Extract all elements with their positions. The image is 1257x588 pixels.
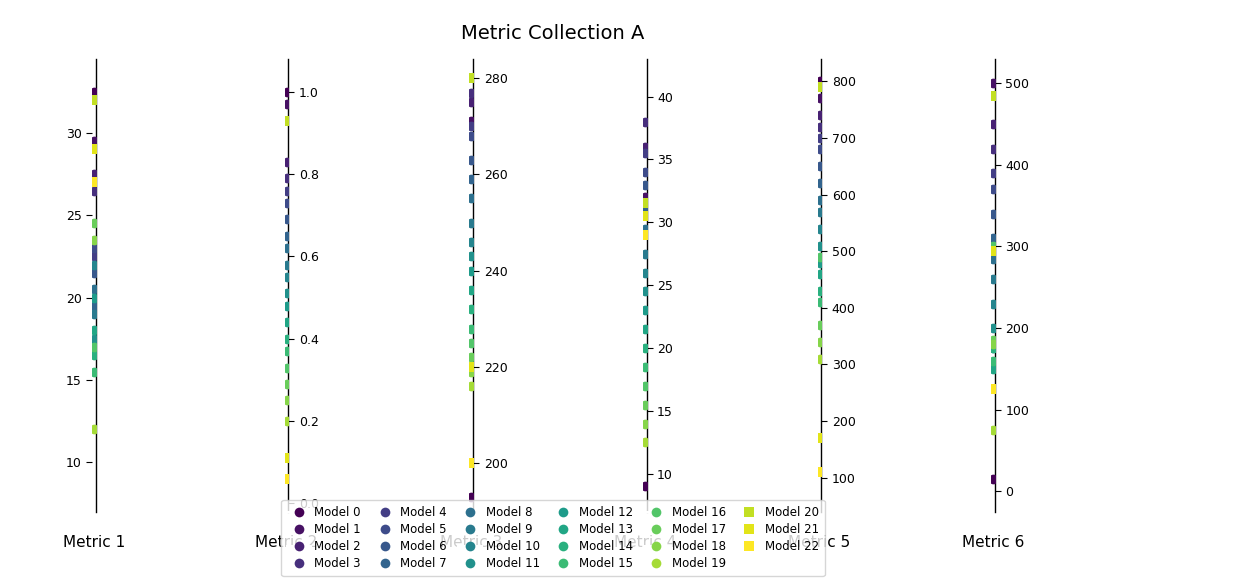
Text: Metric 1: Metric 1 <box>63 535 126 550</box>
Text: Metric Collection A: Metric Collection A <box>461 24 645 42</box>
Legend: Model 0, Model 1, Model 2, Model 3, Model 4, Model 5, Model 6, Model 7, Model 8,: Model 0, Model 1, Model 2, Model 3, Mode… <box>282 500 825 576</box>
Text: Metric 2: Metric 2 <box>255 535 318 550</box>
Text: Metric 3: Metric 3 <box>440 535 503 550</box>
Text: Metric 5: Metric 5 <box>788 535 851 550</box>
Text: Metric 4: Metric 4 <box>613 535 676 550</box>
Text: Metric 6: Metric 6 <box>962 535 1024 550</box>
